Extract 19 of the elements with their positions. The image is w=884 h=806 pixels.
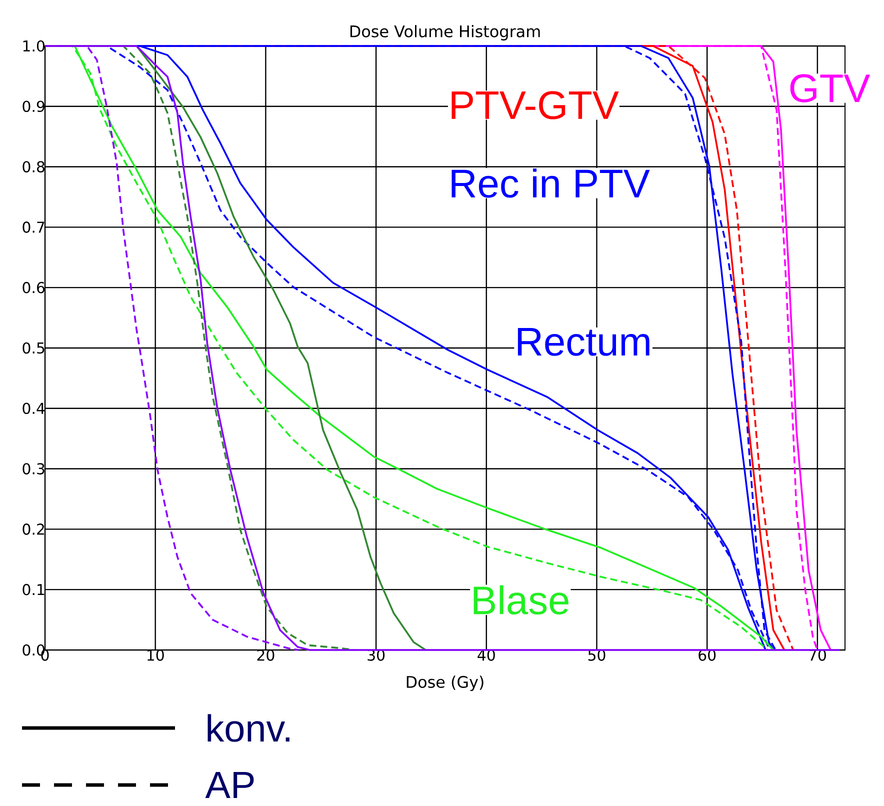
- text: AP: [205, 772, 254, 798]
- y-tick-label: 0.4: [22, 402, 45, 414]
- y-tick-label: 0.3: [22, 463, 44, 474]
- y-tick-label: 0.2: [22, 524, 44, 535]
- y-tick-label: 0.7: [22, 222, 44, 233]
- series-label: GTV: [790, 74, 870, 102]
- y-tick-label: 0.9: [22, 100, 44, 112]
- y-tick-label: 0.8: [22, 161, 44, 172]
- y-tick-label: 0.1: [22, 584, 44, 596]
- text: konv.: [208, 714, 290, 742]
- x-axis-title: Dose (Gy): [406, 676, 484, 692]
- series-label: Rectum: [518, 328, 650, 356]
- chart-title: Dose Volume Histogram: [350, 25, 540, 40]
- y-tick-label: 0.5: [22, 342, 44, 354]
- series-label: Rec in PTV: [452, 168, 650, 198]
- series-label: PTV-GTV: [452, 91, 619, 120]
- y-tick-label: 0.6: [22, 282, 45, 294]
- y-tick-label: 1.0: [23, 40, 44, 52]
- series-label: Blase: [474, 585, 568, 614]
